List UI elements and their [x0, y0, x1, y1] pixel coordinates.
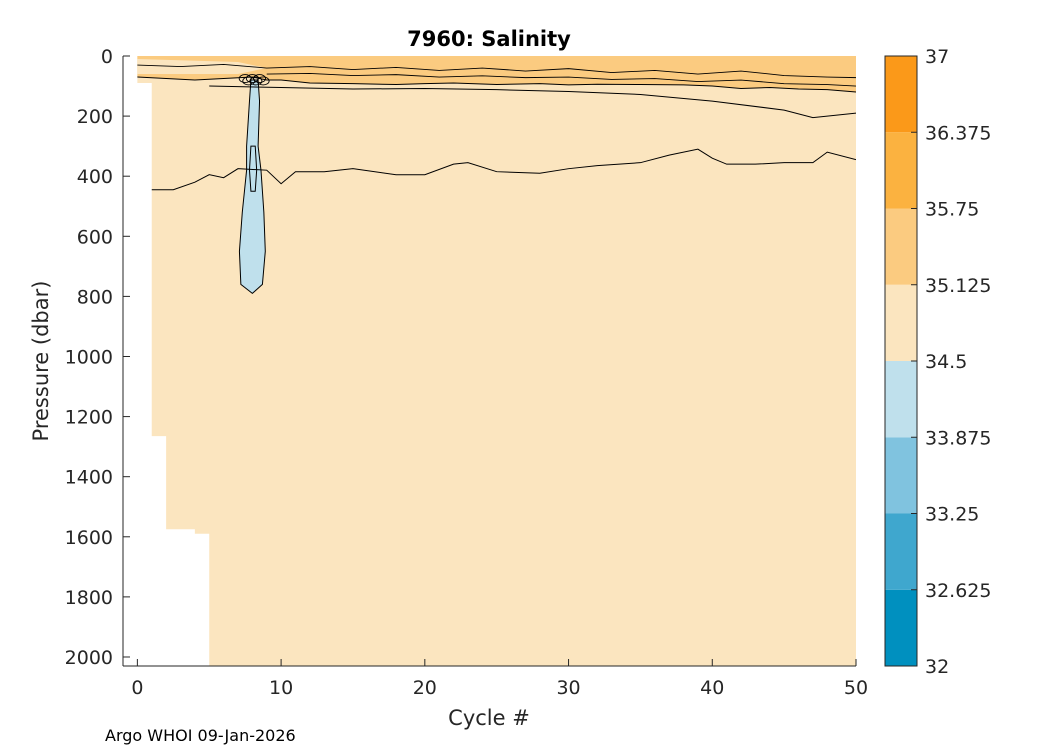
colorbar-tick-label: 35.125 — [925, 275, 991, 297]
plume-top-contour — [249, 76, 263, 86]
y-tick-label: 1200 — [65, 407, 113, 429]
colorbar-tick-label: 33.875 — [925, 427, 991, 449]
y-tick-label: 800 — [77, 286, 113, 308]
colorbar-swatch — [885, 361, 917, 438]
x-tick-label: 0 — [131, 677, 143, 699]
colorbar-tick-label: 35.75 — [925, 199, 979, 221]
y-tick-label: 1800 — [65, 587, 113, 609]
y-tick-label: 200 — [77, 106, 113, 128]
y-tick-label: 600 — [77, 226, 113, 248]
salinity-fill-main — [137, 56, 856, 666]
surface-contour-line — [266, 72, 856, 87]
isohaline-line — [209, 85, 856, 119]
x-tick-label: 10 — [269, 677, 293, 699]
x-tick-label: 40 — [700, 677, 724, 699]
colorbar-tick-label: 33.25 — [925, 504, 979, 526]
upper-band-boundary — [137, 76, 856, 93]
y-tick-label: 0 — [101, 46, 113, 68]
colorbar-swatch — [885, 513, 917, 590]
footer-credit: Argo WHOI 09-Jan-2026 — [105, 726, 296, 745]
contour-line-layer — [137, 63, 856, 192]
x-tick-label: 30 — [556, 677, 580, 699]
colorbar-swatch — [885, 132, 917, 209]
colorbar-swatch — [885, 56, 917, 133]
colorbar-swatch — [885, 208, 917, 285]
plume-top-contour — [253, 74, 266, 83]
chart-title: 7960: Salinity — [407, 27, 571, 51]
plume-top-contour — [256, 76, 270, 86]
colorbar-swatch — [885, 284, 917, 361]
x-axis-label: Cycle # — [448, 706, 530, 730]
x-axis: 0 10 20 30 40 50 — [123, 659, 868, 699]
contour-fill-layer — [137, 56, 856, 666]
isohaline-line — [151, 148, 856, 191]
y-tick-label: 1400 — [65, 467, 113, 489]
colorbar-tick-label: 36.375 — [925, 122, 991, 144]
colorbar-tick-label: 32 — [925, 656, 949, 678]
surface-contour-line — [137, 63, 856, 79]
x-tick-label: 50 — [844, 677, 868, 699]
y-axis-label: Pressure (dbar) — [29, 281, 53, 442]
salinity-fill-plume — [238, 79, 266, 295]
colorbar-swatch — [885, 437, 917, 514]
y-tick-label: 1600 — [65, 527, 113, 549]
y-axis: 0 200 400 600 800 1000 1200 1400 1600 1800 2000 — [65, 46, 130, 669]
y-tick-label: 2000 — [65, 647, 113, 669]
y-tick-label: 1000 — [65, 346, 113, 368]
y-tick-label: 400 — [77, 166, 113, 188]
colorbar-tick-label: 34.5 — [925, 351, 967, 373]
salinity-fill-surface-wedge — [137, 59, 267, 75]
colorbar-tick-label: 37 — [925, 46, 949, 68]
colorbar-tick-label: 32.625 — [925, 580, 991, 602]
colorbar: 32 32.625 33.25 33.875 34.5 35.125 35.75 36.375… — [884, 46, 991, 678]
x-tick-label: 20 — [413, 677, 437, 699]
plume-inner-contour — [248, 145, 258, 192]
colorbar-swatch — [885, 589, 917, 666]
